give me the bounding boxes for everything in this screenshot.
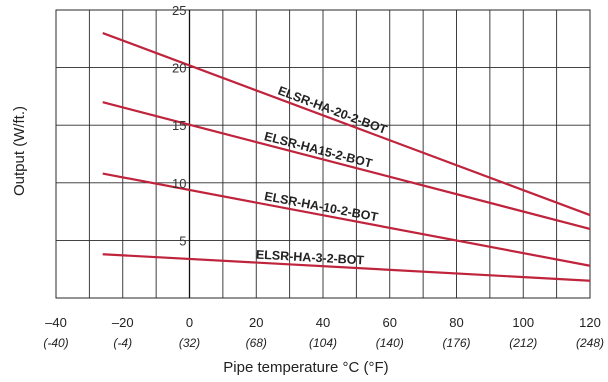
x-tick-label-fahrenheit: (176) [442,336,470,350]
series-labels: ELSR-HA-20-2-BOTELSR-HA15-2-BOTELSR-HA-1… [256,84,390,268]
x-tick-label-fahrenheit: (140) [376,336,404,350]
series-line-2 [102,101,591,230]
x-tick-label-celsius: 100 [512,315,534,330]
y-tick-labels: 5 10 15 20 25 [172,3,186,248]
x-tick-label-celsius: 0 [186,315,193,330]
y-tick-label: 20 [172,61,186,76]
x-tick-labels: –40 (-40) –20 (-4) 0 (32) 20 (68) 40 (104) 60 (140)… [43,315,604,350]
plot-frame [55,9,591,299]
x-tick-label-fahrenheit: (104) [309,336,337,350]
x-tick-label-fahrenheit: (32) [179,336,200,350]
x-tick-label-fahrenheit: (-40) [43,336,68,350]
x-tick-label-celsius: –20 [112,315,134,330]
x-tick-label-celsius: 40 [316,315,330,330]
x-tick-label-celsius: 80 [449,315,463,330]
y-tick-label: 5 [179,233,186,248]
x-tick-label-fahrenheit: (68) [246,336,267,350]
grid [55,9,591,299]
series-line-4 [102,253,591,282]
series-label-4: ELSR-HA-3-2-BOT [256,248,365,268]
y-tick-label: 10 [172,176,186,191]
y-tick-label: 15 [172,118,186,133]
x-tick-label-celsius: 120 [579,315,601,330]
series-line-3 [102,172,591,267]
x-tick-label-fahrenheit: (212) [509,336,537,350]
series-label-1: ELSR-HA-20-2-BOT [276,84,389,138]
x-tick-label-celsius: 20 [249,315,263,330]
series-lines [102,32,591,282]
x-tick-label-celsius: –40 [45,315,67,330]
x-tick-label-fahrenheit: (248) [576,336,604,350]
x-axis-label: Pipe temperature °C (°F) [223,359,388,376]
y-tick-label: 25 [172,3,186,18]
series-label-2: ELSR-HA15-2-BOT [263,129,374,171]
x-tick-label-celsius: 60 [383,315,397,330]
x-tick-label-fahrenheit: (-4) [113,336,132,350]
series-line-1 [102,32,591,217]
y-axis-label: Output (W/ft.) [11,106,28,196]
